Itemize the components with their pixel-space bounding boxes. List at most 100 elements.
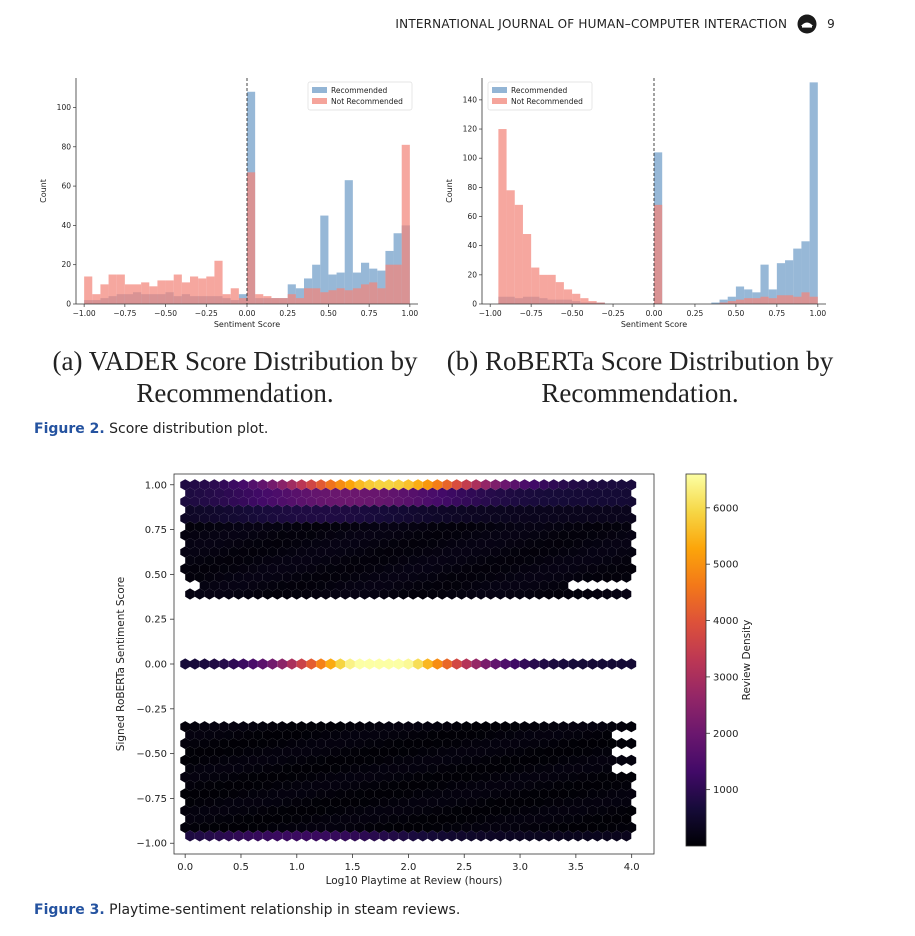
hexbin-cell — [500, 563, 511, 575]
x-tick-label: 0.00 — [646, 309, 663, 318]
hexbin-cell — [607, 805, 617, 817]
hexbin-cell — [393, 788, 404, 800]
hexbin-cell — [316, 529, 326, 541]
bar-not-recommended — [555, 282, 564, 304]
hexbin-cell — [413, 479, 423, 491]
hexbin-cell — [485, 521, 496, 533]
hexbin-cell — [534, 746, 544, 758]
hexbin-cell — [514, 538, 525, 550]
hexbin-cell — [379, 521, 389, 533]
hexbin-cell — [471, 771, 481, 783]
hexbin-cell — [422, 658, 433, 670]
hexbin-cell — [563, 538, 574, 550]
hexbin-cell — [461, 658, 472, 670]
hexbin-cell — [422, 754, 433, 766]
hexbin-cell — [616, 721, 627, 733]
hexbin-cell — [539, 529, 549, 541]
hexbin-cell — [306, 529, 317, 541]
hexbin-cell — [345, 580, 355, 592]
x-tick-label: −1.00 — [73, 309, 96, 318]
hexbin-cell — [180, 754, 190, 766]
hexbin-cell — [272, 813, 283, 825]
hexbin-cell — [398, 588, 409, 600]
hexbin-cell — [243, 796, 254, 808]
hexbin-cell — [481, 496, 491, 508]
hexbin-cell — [398, 813, 409, 825]
hexbin-cell — [418, 830, 428, 842]
x-tick-label: 0.5 — [233, 862, 249, 873]
hexbin-cell — [437, 521, 447, 533]
hexbin-cell — [626, 721, 637, 733]
hexbin-cell — [510, 546, 520, 558]
hexbin-cell — [257, 771, 268, 783]
hexbin-cell — [466, 779, 477, 792]
hexbin-cell — [374, 496, 384, 508]
hexbin-cell — [214, 554, 224, 566]
hexbin-cell — [272, 504, 283, 516]
hexbin-cell — [456, 487, 467, 499]
hexbin-cell — [296, 658, 307, 670]
hexbin-cell — [345, 658, 355, 670]
y-tick-label: 20 — [61, 260, 71, 269]
hexbin-cell — [204, 763, 215, 775]
hexbin-cell — [481, 546, 491, 558]
hexbin-cell — [335, 479, 346, 491]
hexbin-cell — [578, 658, 588, 670]
hexbin-cell — [495, 796, 506, 808]
hexbin-cell — [335, 529, 346, 541]
hexbin-cell — [354, 658, 365, 670]
x-tick-label: −0.75 — [113, 309, 136, 318]
figure2-caption-text: Score distribution plot. — [109, 421, 269, 437]
hexbin-cell — [374, 737, 384, 750]
bar-not-recommended — [84, 276, 93, 304]
hexbin-cell — [287, 512, 297, 524]
hexbin-cell — [316, 721, 326, 733]
hexbin-cell — [345, 529, 355, 541]
hexbin-cell — [432, 821, 443, 834]
hexbin-cell — [388, 554, 399, 566]
hexbin-cell — [228, 512, 239, 524]
y-tick-label: 40 — [467, 241, 477, 250]
figure3-caption-label: Figure 3. — [34, 902, 105, 918]
hexbin-cell — [253, 554, 263, 566]
y-tick-label: 140 — [463, 95, 478, 104]
hexbin-cell — [413, 754, 423, 766]
hexbin-cell — [272, 521, 283, 533]
hexbin-cell — [548, 788, 559, 800]
hexbin-cell — [253, 779, 263, 792]
y-axis-label: Signed RoBERTa Sentiment Score — [115, 577, 127, 751]
hexbin-cell — [616, 658, 627, 670]
hexbin-cell — [374, 658, 384, 670]
hexbin-cell — [282, 521, 292, 533]
hexbin-cell — [408, 796, 418, 808]
hexbin-cell — [451, 821, 462, 834]
hexbin-cell — [321, 521, 331, 533]
hexbin-cell — [384, 737, 394, 750]
x-tick-label: 2.5 — [456, 862, 472, 873]
hexbin-cell — [461, 754, 472, 766]
hexbin-cell — [403, 754, 414, 766]
hexbin-cell — [432, 788, 443, 800]
hexbin-cell — [418, 796, 428, 808]
hexbin-cell — [514, 746, 525, 758]
hexbin-cell — [253, 588, 263, 600]
hexbin-cell — [534, 487, 544, 499]
hexbin-cell — [282, 487, 292, 499]
hexbin-cell — [393, 821, 404, 834]
hexbin-cell — [190, 771, 200, 783]
hexbin-cell — [388, 796, 399, 808]
hexbin-cell — [316, 580, 326, 592]
hexbin-cell — [325, 580, 336, 592]
hexbin-cell — [248, 580, 258, 592]
hexbin-cell — [296, 771, 307, 783]
hexbin-cell — [194, 779, 205, 792]
hexbin-cell — [611, 571, 622, 583]
hexbin-cell — [510, 479, 520, 491]
hexbin-cell — [301, 813, 312, 825]
hexbin-cell — [291, 830, 302, 842]
hexbin-cell — [384, 658, 394, 670]
hexbin-cell — [384, 580, 394, 592]
bar-not-recommended — [361, 284, 370, 304]
colorbar-label: Review Density — [741, 620, 753, 701]
hexbin-cell — [311, 521, 321, 533]
